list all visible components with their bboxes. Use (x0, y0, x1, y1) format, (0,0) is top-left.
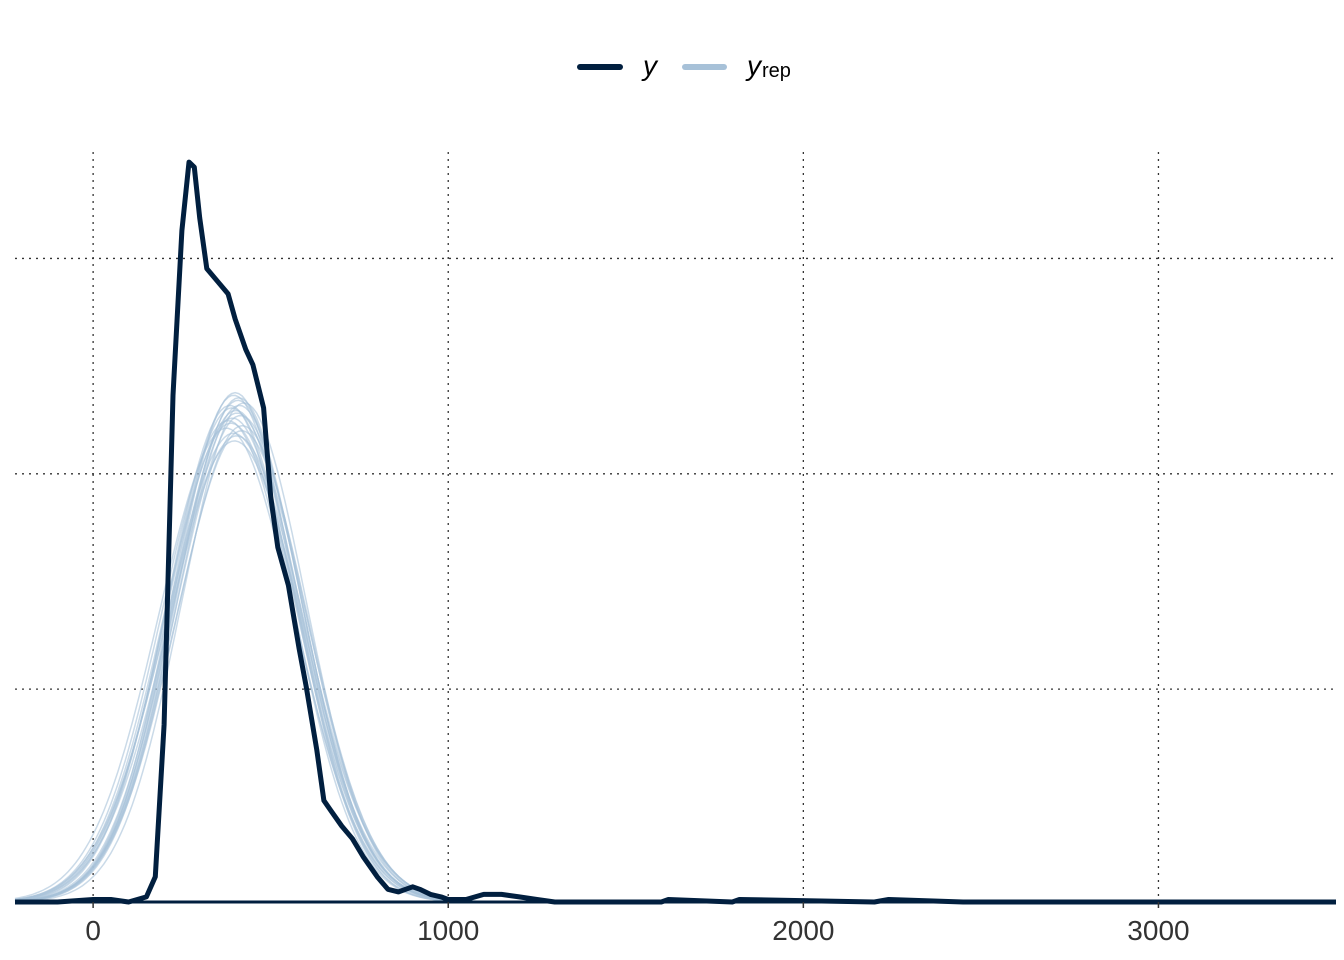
grid-lines (15, 152, 1336, 902)
y-density-line (15, 159, 1336, 905)
yrep-density-line-0 (14, 407, 626, 903)
y-series-group (15, 159, 1336, 905)
legend-y-label: y (641, 50, 659, 81)
x-tick-label-1: 1000 (417, 915, 479, 946)
legend-yrep-label: y (745, 50, 763, 81)
x-axis-ticks: 0 1000 2000 3000 (85, 902, 1190, 946)
yrep-series-group (14, 391, 626, 903)
legend-yrep-subscript: rep (762, 60, 791, 82)
legend: y y rep (577, 50, 791, 82)
x-tick-label-0: 0 (85, 915, 101, 946)
x-tick-label-3: 3000 (1127, 915, 1189, 946)
x-tick-label-2: 2000 (772, 915, 834, 946)
